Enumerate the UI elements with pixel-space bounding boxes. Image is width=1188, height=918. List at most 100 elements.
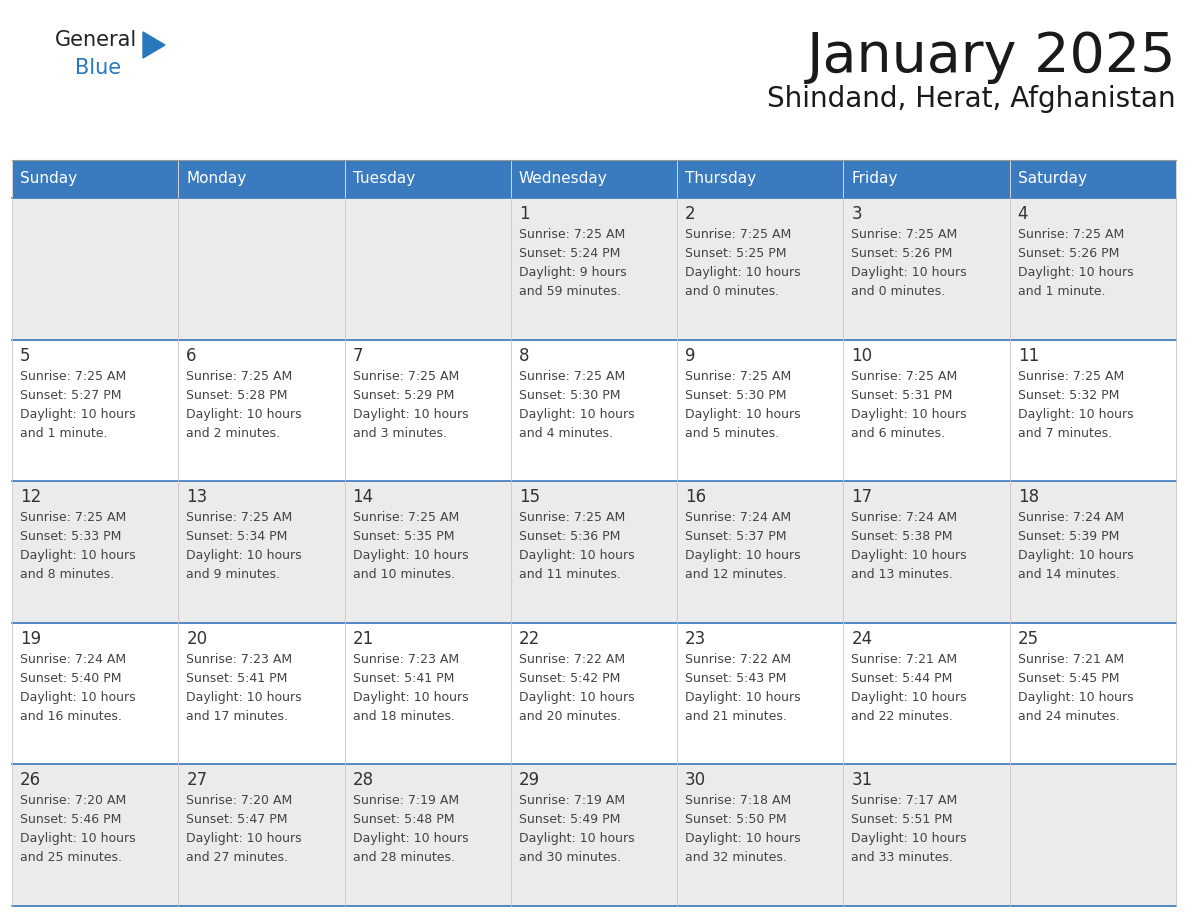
Text: and 16 minutes.: and 16 minutes. xyxy=(20,710,122,722)
Bar xyxy=(1010,622,1176,765)
Text: Sunrise: 7:19 AM: Sunrise: 7:19 AM xyxy=(353,794,459,808)
Bar xyxy=(677,622,843,765)
Text: Daylight: 10 hours: Daylight: 10 hours xyxy=(852,408,967,420)
Bar xyxy=(511,160,677,198)
Text: Sunrise: 7:25 AM: Sunrise: 7:25 AM xyxy=(685,370,791,383)
Text: and 7 minutes.: and 7 minutes. xyxy=(1018,427,1112,440)
Text: Sunset: 5:50 PM: Sunset: 5:50 PM xyxy=(685,813,786,826)
Text: 21: 21 xyxy=(353,630,374,648)
Text: Sunrise: 7:25 AM: Sunrise: 7:25 AM xyxy=(519,511,625,524)
Text: 6: 6 xyxy=(187,347,197,364)
Text: 7: 7 xyxy=(353,347,364,364)
Bar xyxy=(677,160,843,198)
Text: and 11 minutes.: and 11 minutes. xyxy=(519,568,621,581)
Text: Sunrise: 7:25 AM: Sunrise: 7:25 AM xyxy=(353,511,459,524)
Text: and 3 minutes.: and 3 minutes. xyxy=(353,427,447,440)
Bar xyxy=(12,622,178,765)
Text: 24: 24 xyxy=(852,630,872,648)
Text: Daylight: 10 hours: Daylight: 10 hours xyxy=(20,408,135,420)
Text: 25: 25 xyxy=(1018,630,1038,648)
Text: Sunset: 5:47 PM: Sunset: 5:47 PM xyxy=(187,813,287,826)
Text: and 8 minutes.: and 8 minutes. xyxy=(20,568,114,581)
Text: 8: 8 xyxy=(519,347,530,364)
Bar xyxy=(511,765,677,906)
Bar xyxy=(843,481,1010,622)
Text: Sunrise: 7:23 AM: Sunrise: 7:23 AM xyxy=(353,653,459,666)
Text: Daylight: 10 hours: Daylight: 10 hours xyxy=(20,691,135,704)
Text: Tuesday: Tuesday xyxy=(353,172,415,186)
Bar xyxy=(345,481,511,622)
Text: Sunset: 5:48 PM: Sunset: 5:48 PM xyxy=(353,813,454,826)
Bar xyxy=(843,622,1010,765)
Polygon shape xyxy=(143,32,165,58)
Text: Sunset: 5:34 PM: Sunset: 5:34 PM xyxy=(187,531,287,543)
Text: Friday: Friday xyxy=(852,172,898,186)
Text: Sunset: 5:28 PM: Sunset: 5:28 PM xyxy=(187,388,287,401)
Text: Sunset: 5:38 PM: Sunset: 5:38 PM xyxy=(852,531,953,543)
Text: 19: 19 xyxy=(20,630,42,648)
Text: Sunset: 5:32 PM: Sunset: 5:32 PM xyxy=(1018,388,1119,401)
Text: 22: 22 xyxy=(519,630,541,648)
Text: Sunrise: 7:20 AM: Sunrise: 7:20 AM xyxy=(187,794,292,808)
Text: Sunset: 5:25 PM: Sunset: 5:25 PM xyxy=(685,247,786,260)
Text: Daylight: 10 hours: Daylight: 10 hours xyxy=(187,833,302,845)
Text: and 22 minutes.: and 22 minutes. xyxy=(852,710,953,722)
Text: Sunrise: 7:25 AM: Sunrise: 7:25 AM xyxy=(1018,370,1124,383)
Text: Daylight: 10 hours: Daylight: 10 hours xyxy=(1018,408,1133,420)
Bar xyxy=(345,622,511,765)
Text: Daylight: 10 hours: Daylight: 10 hours xyxy=(519,691,634,704)
Text: 11: 11 xyxy=(1018,347,1040,364)
Text: 26: 26 xyxy=(20,771,42,789)
Text: Sunset: 5:26 PM: Sunset: 5:26 PM xyxy=(1018,247,1119,260)
Text: 13: 13 xyxy=(187,488,208,506)
Text: 3: 3 xyxy=(852,205,862,223)
Text: and 12 minutes.: and 12 minutes. xyxy=(685,568,786,581)
Text: 16: 16 xyxy=(685,488,707,506)
Text: Daylight: 10 hours: Daylight: 10 hours xyxy=(852,691,967,704)
Bar xyxy=(345,198,511,340)
Text: and 21 minutes.: and 21 minutes. xyxy=(685,710,786,722)
Text: and 24 minutes.: and 24 minutes. xyxy=(1018,710,1119,722)
Text: Daylight: 10 hours: Daylight: 10 hours xyxy=(685,833,801,845)
Text: Sunrise: 7:25 AM: Sunrise: 7:25 AM xyxy=(519,228,625,241)
Text: Daylight: 10 hours: Daylight: 10 hours xyxy=(353,408,468,420)
Text: Sunset: 5:46 PM: Sunset: 5:46 PM xyxy=(20,813,121,826)
Bar xyxy=(345,765,511,906)
Text: and 10 minutes.: and 10 minutes. xyxy=(353,568,455,581)
Text: Daylight: 10 hours: Daylight: 10 hours xyxy=(685,691,801,704)
Text: 9: 9 xyxy=(685,347,696,364)
Text: Daylight: 10 hours: Daylight: 10 hours xyxy=(20,833,135,845)
Bar xyxy=(677,340,843,481)
Text: Sunrise: 7:25 AM: Sunrise: 7:25 AM xyxy=(519,370,625,383)
Bar xyxy=(843,340,1010,481)
Text: and 28 minutes.: and 28 minutes. xyxy=(353,851,455,865)
Text: and 27 minutes.: and 27 minutes. xyxy=(187,851,289,865)
Bar xyxy=(677,765,843,906)
Bar xyxy=(12,198,178,340)
Bar xyxy=(12,340,178,481)
Text: and 20 minutes.: and 20 minutes. xyxy=(519,710,621,722)
Text: Daylight: 10 hours: Daylight: 10 hours xyxy=(519,408,634,420)
Bar xyxy=(843,198,1010,340)
Text: Sunrise: 7:25 AM: Sunrise: 7:25 AM xyxy=(852,228,958,241)
Text: Monday: Monday xyxy=(187,172,247,186)
Text: Sunset: 5:41 PM: Sunset: 5:41 PM xyxy=(187,672,287,685)
Text: 20: 20 xyxy=(187,630,208,648)
Text: Sunrise: 7:21 AM: Sunrise: 7:21 AM xyxy=(1018,653,1124,666)
Text: Sunset: 5:35 PM: Sunset: 5:35 PM xyxy=(353,531,454,543)
Text: Sunrise: 7:18 AM: Sunrise: 7:18 AM xyxy=(685,794,791,808)
Bar xyxy=(1010,160,1176,198)
Text: Sunrise: 7:19 AM: Sunrise: 7:19 AM xyxy=(519,794,625,808)
Text: and 13 minutes.: and 13 minutes. xyxy=(852,568,953,581)
Text: 4: 4 xyxy=(1018,205,1029,223)
Text: Sunrise: 7:25 AM: Sunrise: 7:25 AM xyxy=(685,228,791,241)
Bar xyxy=(511,198,677,340)
Text: General: General xyxy=(55,30,138,50)
Text: Saturday: Saturday xyxy=(1018,172,1087,186)
Text: Daylight: 10 hours: Daylight: 10 hours xyxy=(685,266,801,279)
Text: 5: 5 xyxy=(20,347,31,364)
Bar xyxy=(511,481,677,622)
Text: Sunset: 5:30 PM: Sunset: 5:30 PM xyxy=(685,388,786,401)
Text: Sunset: 5:30 PM: Sunset: 5:30 PM xyxy=(519,388,620,401)
Text: Sunrise: 7:20 AM: Sunrise: 7:20 AM xyxy=(20,794,126,808)
